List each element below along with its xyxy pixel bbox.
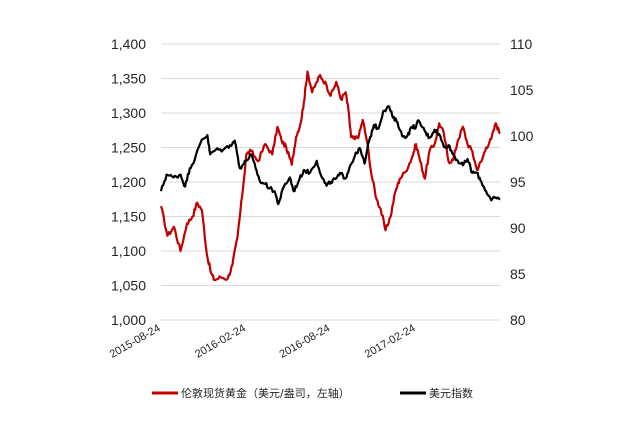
- left-tick-label: 1,150: [111, 209, 146, 225]
- right-tick-label: 80: [510, 312, 526, 328]
- left-tick-label: 1,200: [111, 174, 146, 190]
- left-tick-label: 1,350: [111, 71, 146, 87]
- left-tick-label: 1,250: [111, 140, 146, 156]
- left-tick-label: 1,000: [111, 312, 146, 328]
- right-y-axis: 80 85 90 95 100 105 110: [510, 36, 534, 328]
- left-tick-label: 1,300: [111, 105, 146, 121]
- left-y-axis: 1,000 1,050 1,100 1,150 1,200 1,250 1,300 1,350…: [111, 36, 146, 328]
- x-tick-label: 2017-02-24: [363, 322, 418, 361]
- legend-label-usd-index: 美元指数: [429, 386, 473, 400]
- left-tick-label: 1,400: [111, 36, 146, 52]
- right-tick-label: 110: [510, 36, 533, 52]
- legend-label-gold: 伦敦现货黄金（美元/盎司，左轴）: [181, 386, 350, 400]
- x-axis: 2015-08-24 2016-02-24 2016-08-24 2017-02-24: [108, 322, 418, 361]
- series-line-0: [159, 70, 501, 282]
- left-tick-label: 1,100: [111, 243, 146, 259]
- right-tick-label: 105: [510, 82, 534, 98]
- right-tick-label: 95: [510, 174, 526, 190]
- right-tick-label: 85: [510, 266, 526, 282]
- legend: 伦敦现货黄金（美元/盎司，左轴） 美元指数: [152, 386, 473, 400]
- series-line-1: [159, 105, 501, 206]
- left-tick-label: 1,050: [111, 278, 146, 294]
- x-tick-label: 2016-08-24: [277, 322, 332, 361]
- x-tick-label: 2016-02-24: [193, 322, 248, 361]
- series-lines: [159, 70, 501, 282]
- right-tick-label: 100: [510, 128, 534, 144]
- right-tick-label: 90: [510, 220, 526, 236]
